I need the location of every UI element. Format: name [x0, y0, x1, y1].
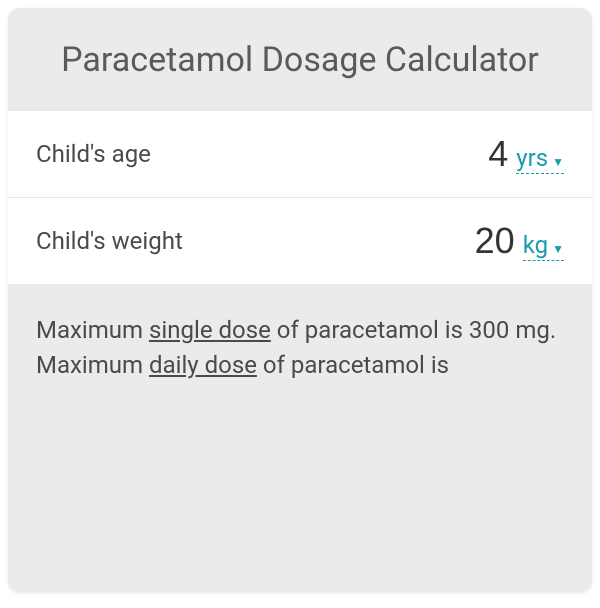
- result-2-underlined: daily dose: [149, 351, 257, 379]
- weight-input-row: Child's weight kg ▼: [8, 198, 592, 285]
- result-1-prefix: Maximum: [36, 316, 149, 344]
- age-unit-dropdown[interactable]: yrs ▼: [516, 144, 564, 174]
- weight-input[interactable]: [435, 220, 515, 262]
- page-title: Paracetamol Dosage Calculator: [8, 8, 592, 110]
- result-line-2: Maximum daily dose of paracetamol is: [36, 348, 564, 383]
- result-2-suffix: of paracetamol is: [257, 351, 449, 379]
- weight-unit-text: kg: [523, 231, 548, 259]
- result-1-suffix: of paracetamol is 300 mg.: [271, 316, 556, 344]
- calculator-card: Paracetamol Dosage Calculator Child's ag…: [8, 8, 592, 592]
- age-unit-text: yrs: [516, 144, 548, 172]
- result-1-underlined: single dose: [149, 316, 271, 344]
- result-2-prefix: Maximum: [36, 351, 149, 379]
- age-label: Child's age: [36, 140, 151, 168]
- chevron-down-icon: ▼: [552, 242, 564, 256]
- age-value-group: yrs ▼: [428, 133, 564, 175]
- age-input[interactable]: [428, 133, 508, 175]
- weight-label: Child's weight: [36, 227, 183, 255]
- results-text: Maximum single dose of paracetamol is 30…: [8, 285, 592, 403]
- weight-value-group: kg ▼: [435, 220, 564, 262]
- result-line-1: Maximum single dose of paracetamol is 30…: [36, 313, 564, 348]
- age-input-row: Child's age yrs ▼: [8, 110, 592, 198]
- chevron-down-icon: ▼: [552, 155, 564, 169]
- weight-unit-dropdown[interactable]: kg ▼: [523, 231, 564, 261]
